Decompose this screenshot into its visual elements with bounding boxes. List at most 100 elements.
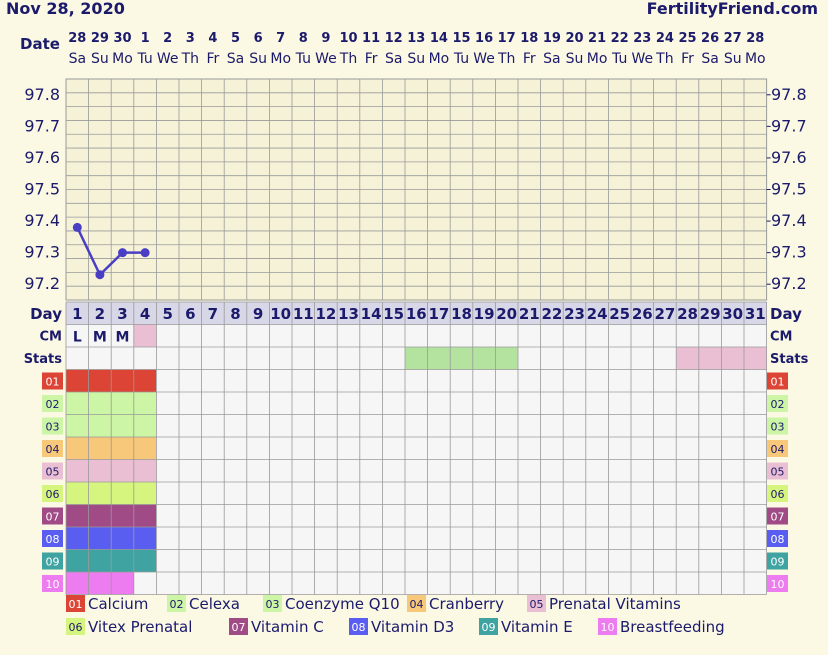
med-code-right: 08 [771,533,785,546]
med-code-badge-right [767,530,788,547]
weekday-label: Su [249,51,267,67]
weekday-label: Sa [701,51,718,67]
weekday-label: Th [497,51,515,67]
weekday-label: We [473,51,495,67]
med-cells [66,572,134,595]
legend-code: 04 [410,598,424,611]
date-number: 16 [475,31,493,46]
legend-name: Vitamin C [251,618,324,636]
med-code-badge-left [42,507,63,525]
med-code-right: 06 [771,488,785,501]
med-code-badge-left [42,417,63,435]
temperature-point [118,248,127,258]
y-tick-label-left: 97.4 [24,211,60,230]
weekday-label: Th [655,51,673,67]
cm-value: L [73,330,82,346]
date-number: 21 [588,31,606,46]
date-number: 9 [321,31,330,46]
legend-code: 03 [266,598,280,611]
date-number: 26 [701,31,719,46]
weekday-label: Tu [136,51,152,67]
day-number: 11 [293,305,314,323]
legend-code: 06 [69,621,83,634]
y-tick-label-left: 97.7 [24,116,60,135]
day-number: 19 [474,305,495,323]
legend-name: Vitex Prenatal [88,618,192,636]
legend-code: 09 [482,621,496,634]
day-number: 6 [185,305,195,323]
legend-name: Coenzyme Q10 [285,595,400,613]
stats-band [405,347,518,370]
med-code-badge-left [42,372,63,390]
weekday-label: Su [724,51,742,67]
weekday-label: Su [407,51,425,67]
weekday-label: Sa [227,51,244,67]
med-code-badge-right [767,462,788,480]
cm-highlight-cell [133,324,157,347]
date-number: 13 [407,31,425,46]
y-axis: 97.2 97.2 97.3 97.3 97.4 97.4 97.5 97.5 97.6 97.6… [24,85,806,293]
day-number: 22 [541,305,562,323]
date-number: 7 [276,31,285,46]
legend-code: 10 [601,621,615,634]
day-number: 25 [609,305,630,323]
day-number: 28 [677,305,698,323]
date-number: 24 [656,31,674,46]
legend-swatch [229,618,248,635]
stats-row-label-right: Stats [770,352,809,367]
weekday-label: Mo [270,51,291,67]
weekday-label: Mo [429,51,450,67]
temperature-point [95,270,105,280]
temperature-grid [65,78,768,301]
temperature-series [72,222,150,280]
day-number: 16 [406,305,427,323]
y-tick-label-left: 97.5 [24,180,60,199]
day-number: 18 [451,305,472,323]
day-number: 13 [338,305,359,323]
med-code-badge-left [42,530,63,547]
date-number: 19 [543,31,561,46]
med-code-badge-right [767,372,788,390]
med-code-badge-left [42,552,63,570]
cm-row-label-right: CM [770,330,792,345]
day-number: 10 [270,305,291,323]
legend-name: Prenatal Vitamins [549,595,681,613]
day-number: 23 [564,305,585,323]
med-code-badge-right [767,507,788,525]
day-number: 24 [587,305,608,323]
medication-legend: 01 Calcium 02 Celexa 03 Coenzyme Q10 04 Cranber… [66,595,725,636]
day-number: 9 [253,305,263,323]
legend-swatch [349,618,368,635]
weekday-label: Su [566,51,584,67]
weekday-label: Fr [681,51,694,67]
stats-row-label: Stats [24,352,63,367]
date-number: 12 [385,31,403,46]
date-number: 1 [141,31,150,46]
weekday-label: Mo [587,51,608,67]
legend-name: Vitamin E [501,618,573,636]
legend-code: 08 [352,621,366,634]
date-number: 25 [678,31,696,46]
day-number: 14 [361,305,382,323]
day-number: 31 [745,305,766,323]
weekday-label: We [631,51,653,67]
med-code-badge-left [42,575,63,592]
day-number: 1 [72,305,82,323]
day-number: 30 [722,305,743,323]
cm-value: M [93,330,107,346]
legend-code: 01 [69,598,83,611]
date-header-row: 28Sa29Su30Mo1Tu2We3Th4Fr5Sa6Su7Mo8Tu9We1… [68,31,765,67]
med-code-badge-right [767,395,788,412]
weekday-label: Fr [523,51,536,67]
day-number: 20 [496,305,517,323]
legend-name: Vitamin D3 [371,618,454,636]
weekday-label: Tu [295,51,311,67]
legend-name: Calcium [88,595,148,613]
day-number: 3 [117,305,127,323]
chart-date: Nov 28, 2020 [6,0,125,18]
date-number: 6 [254,31,263,46]
cycle-rows: 1 2 3 4 5 6 7 8 9 10 11 12 13 14 15 16 17 18 19 20 21 22 23 24 2… [24,301,809,595]
day-number: 4 [140,305,150,323]
date-row-label: Date [20,35,60,53]
date-number: 4 [208,31,217,46]
